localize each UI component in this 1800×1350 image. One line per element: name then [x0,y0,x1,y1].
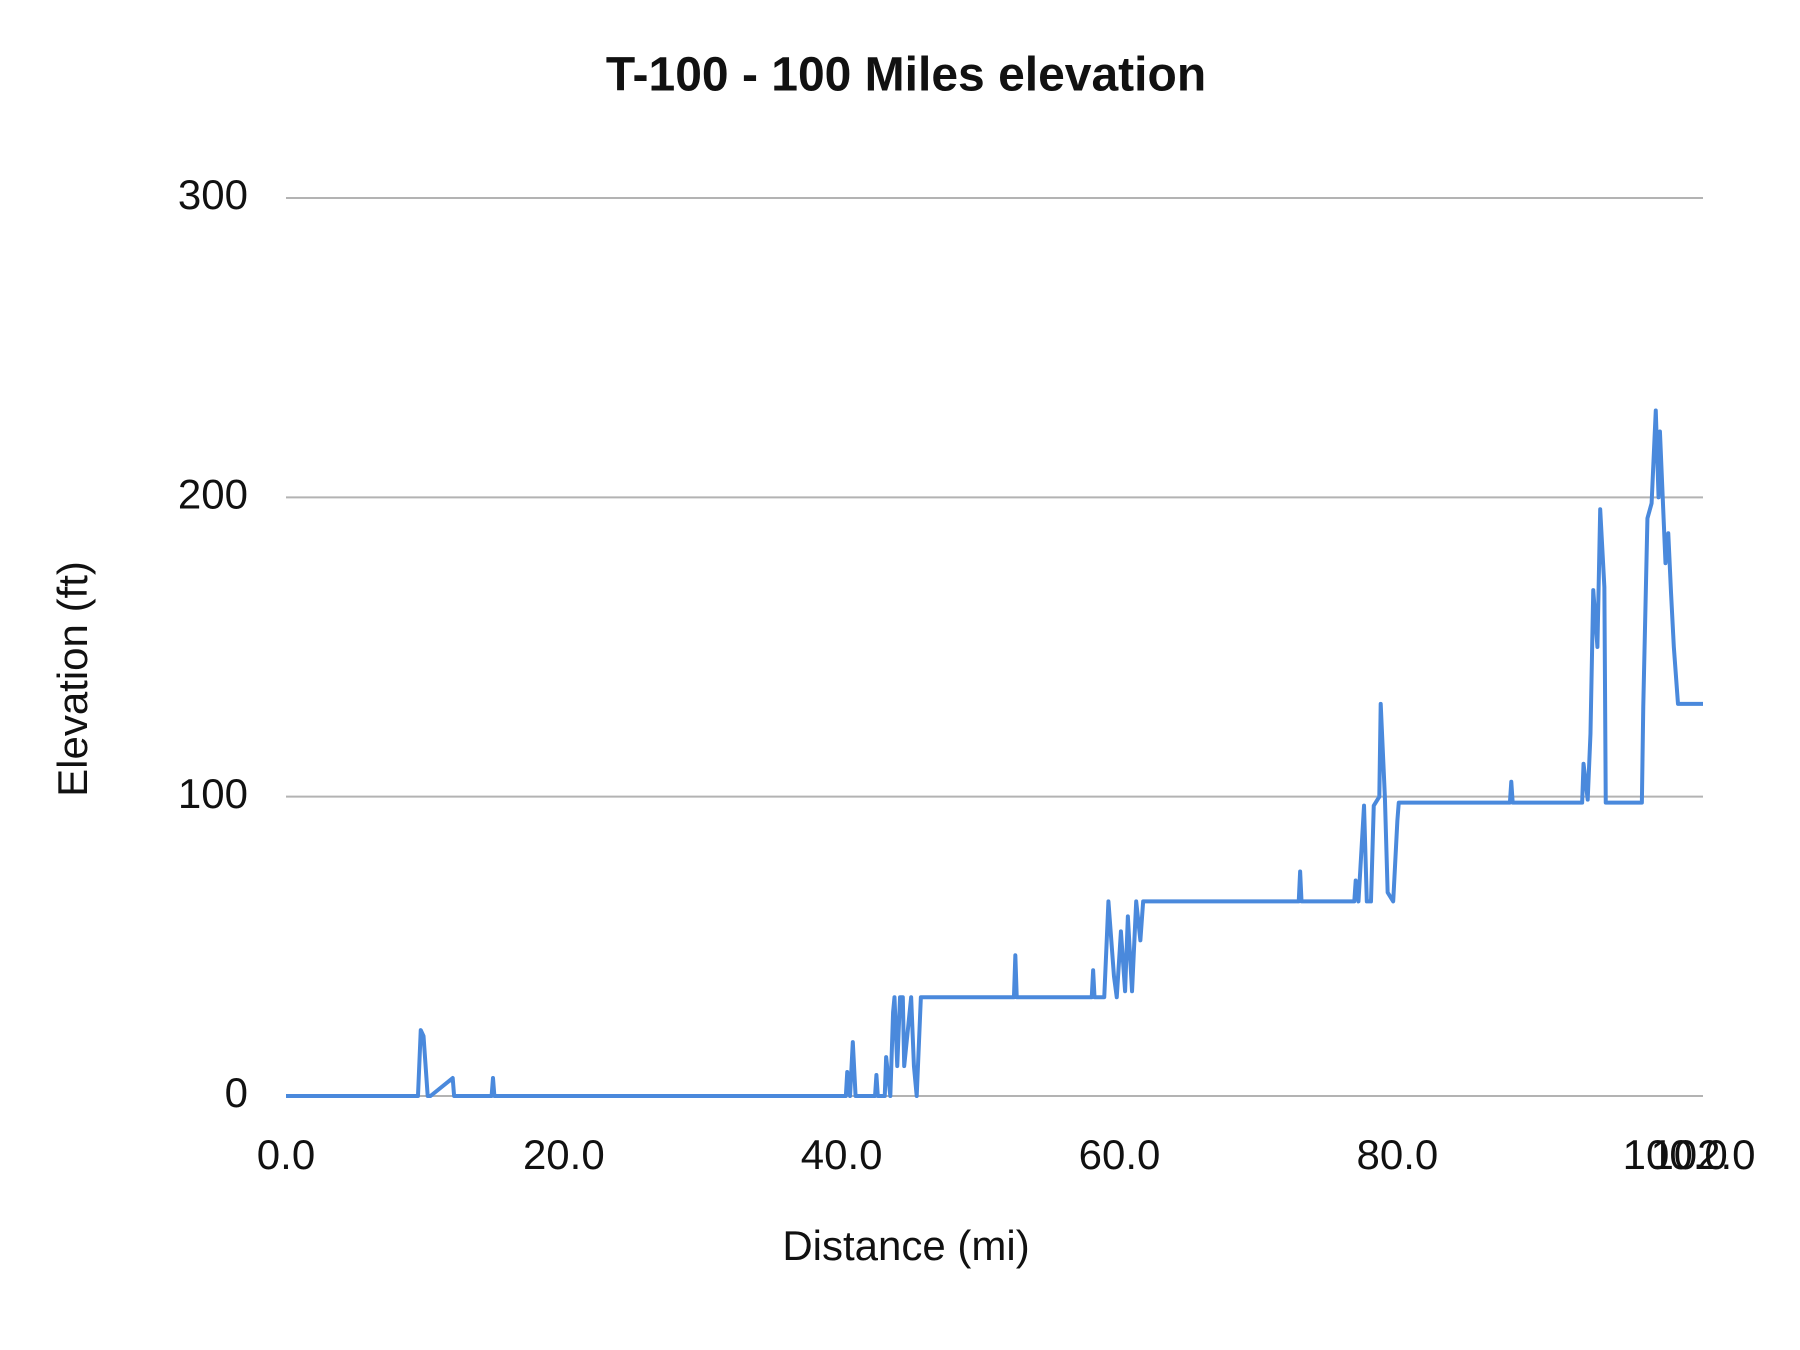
x-tick-label: 20.0 [523,1131,605,1178]
x-tick-label: 40.0 [801,1131,883,1178]
y-tick-label: 100 [178,770,248,817]
x-tick-label: 80.0 [1356,1131,1438,1178]
y-axis-title: Elevation (ft) [49,561,96,797]
x-tick-label: 0.0 [257,1131,315,1178]
y-tick-label: 0 [225,1069,248,1116]
x-tick-label: 100.0 [1623,1131,1728,1178]
y-tick-label: 300 [178,171,248,218]
elevation-line [286,408,1703,1098]
y-tick-label: 200 [178,470,248,517]
x-axis-title: Distance (mi) [782,1222,1029,1269]
x-tick-label: 102.0 [1650,1131,1755,1178]
x-tick-label: 60.0 [1079,1131,1161,1178]
chart-title: T-100 - 100 Miles elevation [606,49,1206,102]
